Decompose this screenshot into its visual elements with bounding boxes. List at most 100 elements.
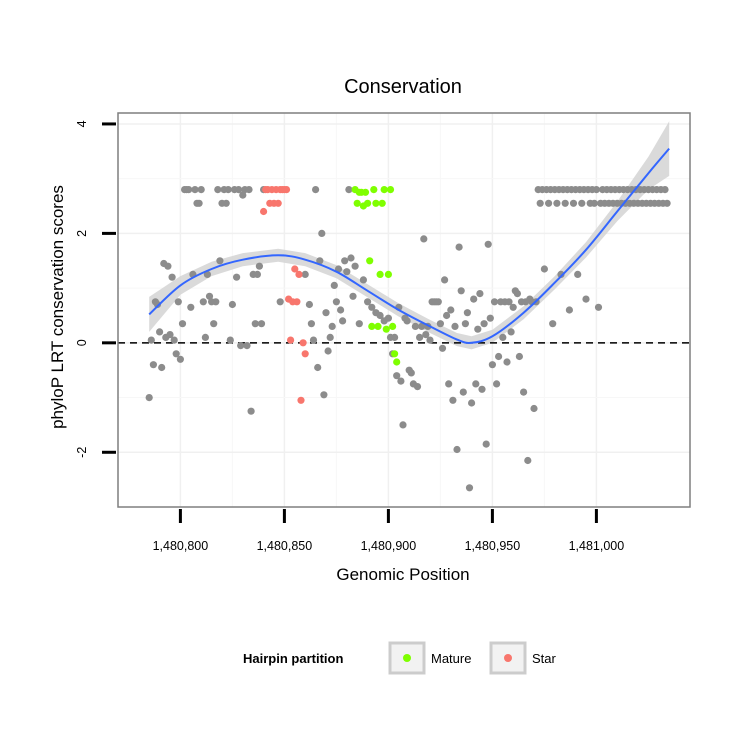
point-other	[472, 380, 480, 388]
point-other	[245, 186, 253, 194]
point-other	[592, 186, 601, 194]
y-tick-label: -2	[75, 447, 89, 458]
point-other	[413, 383, 422, 391]
point-other	[451, 322, 459, 330]
legend-label-mature: Mature	[431, 651, 471, 666]
point-other	[411, 322, 419, 330]
point-other	[172, 350, 180, 358]
chart-title: Conservation	[344, 76, 462, 98]
point-star	[260, 207, 268, 216]
point-other	[326, 333, 334, 341]
point-other	[228, 300, 236, 309]
point-other	[480, 320, 488, 328]
point-other	[345, 186, 353, 194]
x-tick-label: 1,480,950	[465, 539, 521, 553]
point-mature	[376, 270, 384, 278]
point-mature	[366, 257, 374, 265]
point-other	[582, 295, 590, 303]
point-other	[513, 290, 522, 298]
legend-title: Hairpin partition	[243, 651, 343, 666]
point-other	[391, 333, 399, 341]
point-other	[355, 320, 363, 328]
point-other	[484, 240, 492, 248]
point-other	[205, 292, 214, 300]
point-other	[561, 199, 569, 207]
point-other	[490, 298, 499, 306]
point-other	[574, 270, 582, 278]
point-other	[170, 336, 178, 344]
point-mature	[353, 199, 361, 207]
point-other	[507, 328, 515, 336]
point-other	[453, 445, 461, 454]
point-other	[434, 298, 442, 306]
point-other	[243, 342, 251, 350]
point-mature	[364, 199, 372, 207]
point-other	[351, 262, 359, 270]
point-other	[438, 344, 447, 352]
point-other	[253, 270, 261, 278]
smooth-fit-line	[148, 147, 670, 344]
point-other	[422, 331, 430, 339]
point-mature	[384, 270, 392, 278]
point-other	[495, 352, 503, 361]
point-other	[393, 372, 401, 380]
x-tick-label: 1,480,900	[361, 539, 417, 553]
point-other	[255, 262, 263, 270]
point-other	[499, 333, 507, 341]
smooth-line-layer	[148, 147, 670, 344]
point-other	[376, 311, 384, 320]
point-other	[594, 303, 603, 311]
point-other	[210, 320, 218, 328]
point-other	[195, 199, 203, 207]
point-other	[239, 191, 247, 199]
point-other	[457, 287, 465, 295]
point-other	[549, 320, 557, 328]
point-other	[418, 322, 426, 330]
point-other	[455, 243, 463, 251]
point-mature	[374, 322, 382, 330]
point-other	[447, 306, 455, 314]
point-other	[233, 273, 241, 281]
point-other	[663, 199, 671, 207]
point-mature	[372, 199, 380, 207]
point-mature	[386, 186, 395, 194]
point-other	[347, 254, 355, 262]
point-star	[295, 270, 303, 278]
point-other	[368, 303, 376, 311]
point-other	[312, 186, 320, 194]
point-other	[316, 257, 324, 265]
point-other	[216, 257, 224, 265]
point-other	[174, 298, 182, 306]
point-other	[478, 385, 486, 393]
point-other	[178, 320, 187, 328]
point-other	[476, 290, 484, 298]
point-other	[590, 199, 598, 207]
point-other	[524, 456, 532, 465]
x-tick-label: 1,480,800	[153, 539, 209, 553]
y-axis-title: phyloP LRT conservation scores	[48, 185, 67, 429]
point-other	[359, 276, 367, 284]
point-other	[515, 352, 524, 361]
point-other	[461, 320, 469, 328]
point-other	[463, 309, 471, 317]
point-other	[222, 199, 230, 207]
y-tick-label: 4	[75, 120, 89, 127]
point-star	[291, 265, 299, 273]
point-other	[224, 186, 232, 194]
point-other	[384, 314, 392, 322]
legend-dot-star	[504, 654, 512, 662]
point-other	[530, 404, 538, 413]
point-other	[474, 325, 482, 333]
point-other	[443, 311, 451, 320]
x-tick-label: 1,481,000	[569, 539, 625, 553]
point-other	[145, 394, 153, 402]
point-other	[399, 421, 407, 429]
point-mature	[389, 322, 397, 330]
point-other	[557, 270, 565, 278]
data-points	[145, 186, 671, 492]
legend-dot-mature	[403, 654, 411, 662]
point-other	[330, 281, 338, 289]
point-other	[247, 407, 255, 415]
point-other	[176, 355, 184, 363]
